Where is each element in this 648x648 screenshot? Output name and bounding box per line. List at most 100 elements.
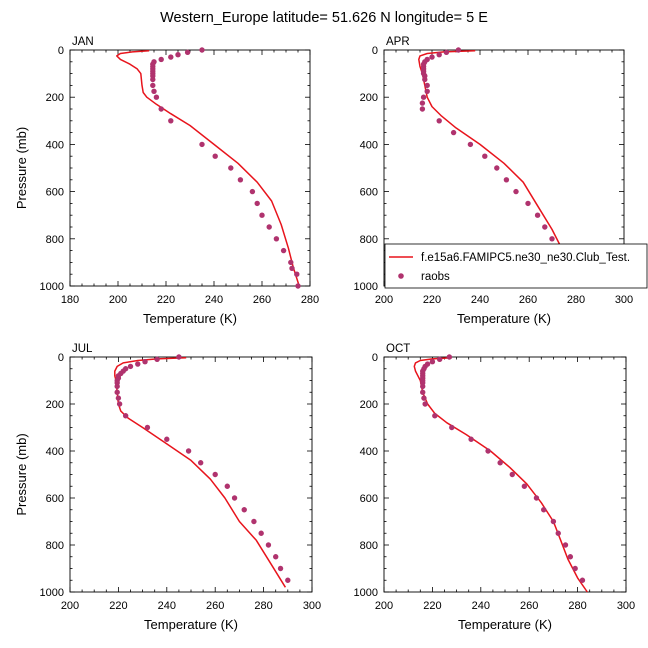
raobs-point xyxy=(249,188,256,195)
y-tick-label: 200 xyxy=(46,399,64,411)
x-tick-label: 300 xyxy=(617,600,635,612)
raobs-point xyxy=(115,395,122,401)
raobs-point xyxy=(289,265,295,271)
x-axis-title: Temperature (K) xyxy=(458,617,552,632)
y-tick-label: 1000 xyxy=(40,281,64,293)
y-tick-label: 800 xyxy=(360,234,378,246)
raobs-point xyxy=(294,271,300,277)
x-tick-label: 200 xyxy=(375,600,393,612)
x-tick-label: 300 xyxy=(615,294,633,306)
y-tick-label: 200 xyxy=(46,92,64,104)
raobs-point xyxy=(542,224,548,230)
raobs-point xyxy=(184,49,191,56)
raobs-point xyxy=(455,47,462,53)
raobs-point xyxy=(482,153,488,159)
legend-model-label: f.e15a6.FAMIPC5.ne30_ne30.Club_Test. xyxy=(421,252,630,264)
raobs-point xyxy=(199,47,205,53)
x-tick-label: 180 xyxy=(61,294,79,306)
y-tick-label: 600 xyxy=(46,187,64,199)
raobs-point xyxy=(468,436,474,442)
y-tick-label: 600 xyxy=(360,493,378,505)
raobs-point xyxy=(280,247,287,254)
raobs-point xyxy=(420,389,426,395)
y-tick-label: 0 xyxy=(372,45,378,57)
raobs-point xyxy=(513,188,519,195)
raobs-point xyxy=(153,94,160,100)
y-tick-label: 200 xyxy=(360,399,378,411)
raobs-point xyxy=(436,52,442,58)
legend-box xyxy=(384,243,648,289)
raobs-point xyxy=(224,483,230,489)
raobs-point xyxy=(485,448,491,454)
model-profile-line xyxy=(413,356,588,593)
x-tick-label: 280 xyxy=(301,294,319,306)
legend: f.e15a6.FAMIPC5.ne30_ne30.Club_Test. rao… xyxy=(384,243,648,289)
raobs-point xyxy=(422,401,428,407)
y-tick-label: 1000 xyxy=(354,587,378,599)
raobs-point xyxy=(424,82,430,89)
y-tick-label: 200 xyxy=(360,92,378,104)
raobs-point xyxy=(419,106,426,112)
raobs-point xyxy=(497,460,503,466)
raobs-point xyxy=(273,554,279,560)
raobs-point xyxy=(429,54,435,60)
x-tick-label: 220 xyxy=(423,600,441,612)
y-tick-label: 800 xyxy=(46,234,64,246)
raobs-point xyxy=(265,542,272,548)
raobs-point xyxy=(228,165,234,171)
raobs-point xyxy=(534,212,541,218)
raobs-point xyxy=(525,200,531,207)
x-tick-label: 280 xyxy=(254,600,272,612)
raobs-point xyxy=(259,212,265,218)
raobs-point xyxy=(158,106,164,112)
x-tick-label: 240 xyxy=(205,294,223,306)
y-tick-label: 400 xyxy=(360,139,378,151)
raobs-point xyxy=(567,554,574,560)
y-tick-label: 400 xyxy=(46,139,64,151)
x-axis-title: Temperature (K) xyxy=(143,311,237,326)
raobs-point xyxy=(436,118,442,124)
raobs-point xyxy=(150,76,156,83)
y-tick-label: 0 xyxy=(372,352,378,364)
x-axis-title: Temperature (K) xyxy=(457,311,551,326)
x-tick-label: 240 xyxy=(471,294,489,306)
raobs-point xyxy=(277,565,284,572)
x-tick-label: 260 xyxy=(519,294,537,306)
y-axis-title: Pressure (mb) xyxy=(14,127,29,209)
raobs-point xyxy=(449,424,455,431)
x-tick-label: 220 xyxy=(157,294,175,306)
raobs-point xyxy=(176,354,182,360)
x-tick-label: 280 xyxy=(568,600,586,612)
raobs-point xyxy=(295,283,301,289)
raobs-point xyxy=(572,565,578,572)
raobs-point xyxy=(241,507,247,513)
raobs-point xyxy=(199,141,205,148)
legend-obs-label: raobs xyxy=(421,271,450,283)
raobs-point xyxy=(494,165,500,171)
raobs-point xyxy=(251,518,257,525)
raobs-point xyxy=(421,395,427,401)
raobs-point xyxy=(258,530,264,536)
plot-frame-jan xyxy=(69,49,311,287)
raobs-point xyxy=(142,359,148,365)
model-profile-line xyxy=(116,49,300,287)
raobs-point xyxy=(273,236,280,242)
raobs-point xyxy=(509,471,515,478)
raobs-point xyxy=(114,383,120,390)
y-tick-label: 800 xyxy=(360,540,378,552)
figure-title: Western_Europe latitude= 51.626 N longit… xyxy=(160,10,488,26)
raobs-point xyxy=(266,224,272,230)
raobs-point xyxy=(424,88,430,95)
raobs-point xyxy=(185,448,192,454)
raobs-point xyxy=(541,507,547,513)
raobs-point xyxy=(533,495,540,501)
raobs-point xyxy=(231,495,238,501)
raobs-point xyxy=(579,577,586,583)
raobs-point xyxy=(288,259,294,266)
x-tick-label: 200 xyxy=(61,600,79,612)
y-tick-label: 1000 xyxy=(40,587,64,599)
raobs-point xyxy=(419,100,426,106)
x-tick-label: 220 xyxy=(109,600,127,612)
y-axis-title: Pressure (mb) xyxy=(14,433,29,515)
